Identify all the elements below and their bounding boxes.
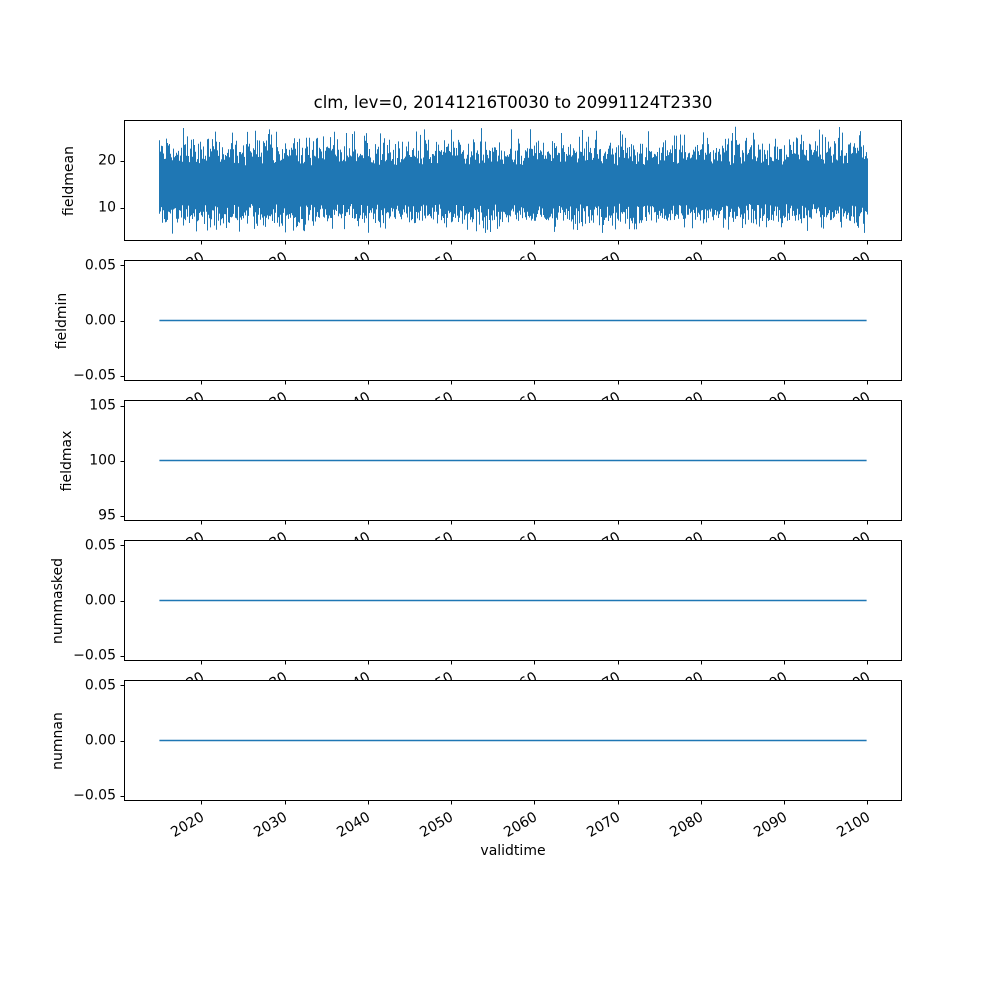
x-tick-label: 2020 (168, 809, 207, 841)
axes-frame (124, 680, 902, 801)
y-tick-label: 0.05 (84, 676, 116, 693)
y-tick-label: −0.05 (73, 646, 116, 663)
y-axis-label-fieldmin: fieldmin (54, 292, 70, 349)
subplot-canvas (120, 400, 902, 525)
subplot-canvas (120, 680, 902, 805)
subplot-numnan: −0.05 0.00 0.05 2020 2030 2040 2050 2060 2070 208… (73, 677, 902, 841)
y-tick-label: 100 (89, 451, 116, 468)
axes-frame (124, 540, 902, 661)
x-tick-label: 2100 (834, 809, 873, 841)
subplot-fieldmax: 9510010520202030204020502060207020802090… (89, 397, 902, 561)
y-axis-label-nummasked: nummasked (50, 557, 66, 644)
y-tick-label: −0.05 (73, 366, 116, 383)
subplot-canvas (120, 120, 902, 245)
x-tick-label: 2090 (750, 809, 790, 841)
y-tick-label: 95 (98, 506, 116, 523)
y-tick-label: 0.05 (84, 536, 116, 553)
subplot-nummasked: −0.050.000.05202020302040205020602070208… (73, 537, 902, 701)
y-tick-label: 20 (98, 152, 116, 169)
subplot-fieldmean: 1020202020302040205020602070208020902100 (98, 120, 902, 281)
y-tick-label: 0.00 (84, 731, 116, 748)
y-tick-label: 0.05 (84, 256, 116, 273)
subplot-fieldmin: −0.050.000.05202020302040205020602070208… (73, 257, 902, 421)
axes-frame (124, 120, 902, 241)
chart-title: clm, lev=0, 20141216T0030 to 20991124T23… (313, 93, 713, 112)
axis-tick-marks (120, 406, 868, 525)
axis-tick-marks (120, 685, 868, 805)
y-tick-label: 10 (98, 199, 116, 216)
axes-frame (124, 400, 902, 521)
axis-tick-marks (120, 265, 868, 385)
y-axis-label-fieldmean: fieldmean (61, 145, 77, 216)
x-tick-label: 2040 (334, 809, 374, 841)
x-tick-label: 2060 (501, 809, 540, 841)
y-tick-label: 105 (89, 396, 116, 413)
x-tick-label: 2080 (667, 809, 707, 841)
y-axis-label-numnan: numnan (50, 711, 66, 770)
y-tick-label: −0.05 (73, 786, 116, 803)
x-tick-label: 2050 (417, 809, 457, 841)
x-tick-label: 2030 (251, 809, 291, 841)
axes-frame (124, 260, 902, 381)
x-tick-label: 2070 (584, 809, 624, 841)
subplot-canvas (120, 540, 902, 665)
series-line-fieldmean (159, 126, 868, 234)
axis-tick-marks (120, 161, 868, 245)
axis-tick-marks (120, 545, 868, 665)
y-tick-label: 0.00 (84, 311, 116, 328)
x-axis-label: validtime (480, 843, 546, 859)
subplot-canvas (120, 260, 902, 385)
y-tick-label: 0.00 (84, 591, 116, 608)
y-axis-label-fieldmax: fieldmax (59, 430, 75, 491)
